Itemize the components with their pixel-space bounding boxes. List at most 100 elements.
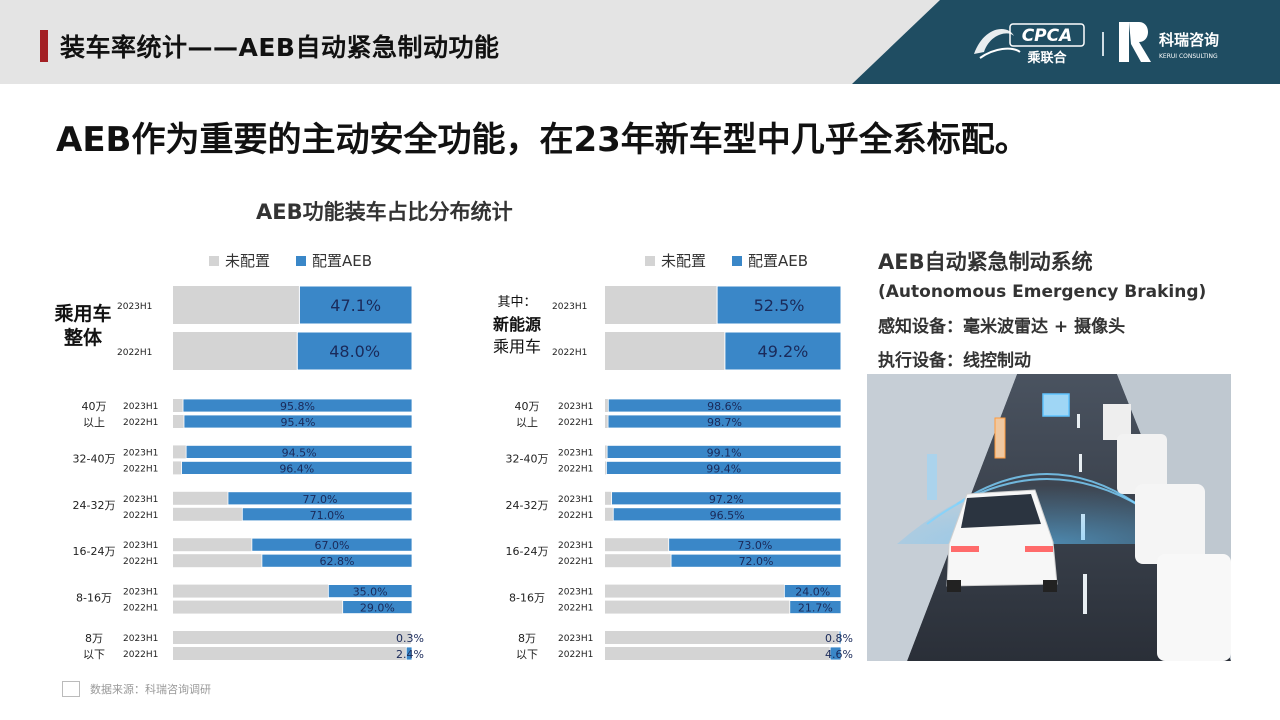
- bar-equipped: [185, 444, 413, 459]
- bar-value-label: 77.0%: [303, 493, 338, 506]
- title-accent-bar: [40, 30, 48, 62]
- aeb-info-title: AEB自动紧急制动系统: [878, 250, 1093, 274]
- period-label: 2023H1: [123, 634, 158, 644]
- period-label: 2023H1: [123, 495, 158, 505]
- bar-equipped: [327, 584, 413, 598]
- group-label-line: 新能源: [492, 315, 541, 334]
- cpca-logo-cn: 乘联合: [1026, 50, 1067, 66]
- bar-value-label: 94.5%: [282, 446, 317, 459]
- bar-value-label: 0.3%: [396, 632, 424, 645]
- category-label: 8万: [85, 632, 103, 645]
- aeb-info-panel: AEB自动紧急制动系统 (Autonomous Emergency Brakin…: [878, 246, 1258, 380]
- kerui-logo-cn: 科瑞咨询: [1159, 31, 1219, 49]
- category-label: 以上: [83, 416, 105, 429]
- period-label: 2022H1: [123, 650, 158, 660]
- bar-not-equipped: [173, 286, 300, 324]
- bar-not-equipped: [173, 461, 182, 475]
- legend-item-equipped: 配置AEB: [732, 250, 808, 271]
- bar-equipped: [261, 553, 413, 568]
- data-source-note: 数据来源：科瑞咨询调研: [62, 681, 211, 697]
- category-label: 24-32万: [73, 499, 116, 512]
- bar-not-equipped: [173, 538, 252, 552]
- bar-not-equipped: [173, 554, 262, 568]
- group-label-line: 乘用车: [492, 337, 541, 356]
- aeb-actuation-line: 执行设备：线控制动: [878, 351, 1031, 371]
- bar-equipped: [183, 414, 413, 429]
- group-label-line: 乘用车: [54, 303, 112, 325]
- category-label: 40万: [82, 400, 107, 413]
- bar-equipped: [241, 507, 413, 522]
- period-label: 2023H1: [123, 541, 158, 551]
- legend-swatch-blue: [296, 255, 307, 266]
- legend-label: 配置AEB: [748, 252, 809, 270]
- period-label: 2022H1: [117, 348, 152, 358]
- legend-swatch-blue: [732, 255, 743, 266]
- aeb-sensing-line: 感知设备：毫米波雷达 + 摄像头: [878, 317, 1126, 337]
- headline: AEB作为重要的主动安全功能，在23年新车型中几乎全系标配。: [56, 120, 1029, 160]
- aeb-scene-illustration: [867, 374, 1231, 661]
- period-label: 2022H1: [123, 418, 158, 428]
- bar-not-equipped: [173, 332, 298, 370]
- bar-value-label: 95.4%: [281, 416, 316, 429]
- bar-value-label: 96.4%: [279, 462, 314, 475]
- bar-equipped: [227, 491, 413, 506]
- bar-value-label: 35.0%: [353, 586, 388, 599]
- panel-group-label-overall: 乘用车 整体: [44, 302, 122, 350]
- legend-item-not-equipped: 未配置: [209, 250, 270, 271]
- legend-item-not-equipped: 未配置: [645, 250, 706, 271]
- bar-equipped: [296, 331, 413, 371]
- bar-equipped: [410, 630, 413, 645]
- cpca-logo: CPCA 乘联合: [974, 23, 1085, 66]
- bar-not-equipped: [173, 399, 184, 412]
- period-label: 2023H1: [123, 402, 158, 412]
- kerui-logo-en: KERUI CONSULTING: [1159, 53, 1218, 60]
- bar-not-equipped: [173, 600, 343, 614]
- data-source-text: 数据来源：科瑞咨询调研: [90, 683, 211, 696]
- period-label: 2022H1: [123, 464, 158, 474]
- bar-not-equipped: [173, 491, 228, 505]
- calendar-icon: [62, 681, 80, 697]
- legend-swatch-gray: [209, 255, 219, 266]
- bar-equipped: [251, 537, 413, 552]
- header-bar: 装车率统计——AEB自动紧急制动功能 CPCA 乘联合 科瑞咨询 KERUI C…: [0, 0, 1280, 84]
- bar-not-equipped: [173, 415, 184, 428]
- bar-not-equipped: [173, 631, 412, 644]
- period-label: 2022H1: [123, 511, 158, 521]
- cpca-logo-text: CPCA: [1022, 26, 1073, 46]
- legend-swatch-gray: [645, 255, 655, 266]
- bar-value-label: 2.4%: [396, 648, 424, 661]
- bar-equipped: [405, 646, 413, 661]
- panel-group-label-nev: 其中： 新能源乘用车: [482, 292, 552, 358]
- bar-value-label: 95.8%: [280, 400, 315, 413]
- period-label: 2022H1: [123, 557, 158, 567]
- kerui-logo: 科瑞咨询 KERUI CONSULTING: [1119, 22, 1219, 62]
- legend-label: 未配置: [661, 252, 707, 270]
- period-label: 2023H1: [123, 448, 158, 458]
- period-label: 2023H1: [117, 302, 152, 312]
- bar-equipped: [182, 398, 413, 413]
- bar-not-equipped: [173, 584, 329, 598]
- bar-value-label: 71.0%: [310, 509, 345, 522]
- aeb-info-subtitle: (Autonomous Emergency Braking): [878, 282, 1207, 302]
- bar-value-label: 47.1%: [330, 296, 381, 315]
- bar-not-equipped: [173, 507, 243, 521]
- bar-not-equipped: [173, 445, 187, 459]
- bar-value-label: 62.8%: [319, 555, 354, 568]
- logo-divider: [1102, 32, 1104, 56]
- legend-label: 未配置: [225, 252, 271, 270]
- bar-value-label: 29.0%: [360, 602, 395, 615]
- page-title: 装车率统计——AEB自动紧急制动功能: [60, 33, 500, 62]
- category-label: 8-16万: [76, 592, 112, 605]
- legend-left: 未配置 配置AEB: [209, 250, 398, 271]
- bar-value-label: 67.0%: [314, 539, 349, 552]
- group-label-line: 整体: [63, 327, 102, 349]
- chart-title: AEB功能装车占比分布统计: [256, 200, 513, 224]
- group-label-line: 其中：: [497, 295, 537, 310]
- legend-right: 未配置 配置AEB: [645, 250, 834, 271]
- period-label: 2023H1: [123, 588, 158, 598]
- bar-equipped: [298, 285, 413, 325]
- legend-item-equipped: 配置AEB: [296, 250, 372, 271]
- category-label: 以下: [83, 648, 105, 661]
- period-label: 2022H1: [123, 604, 158, 614]
